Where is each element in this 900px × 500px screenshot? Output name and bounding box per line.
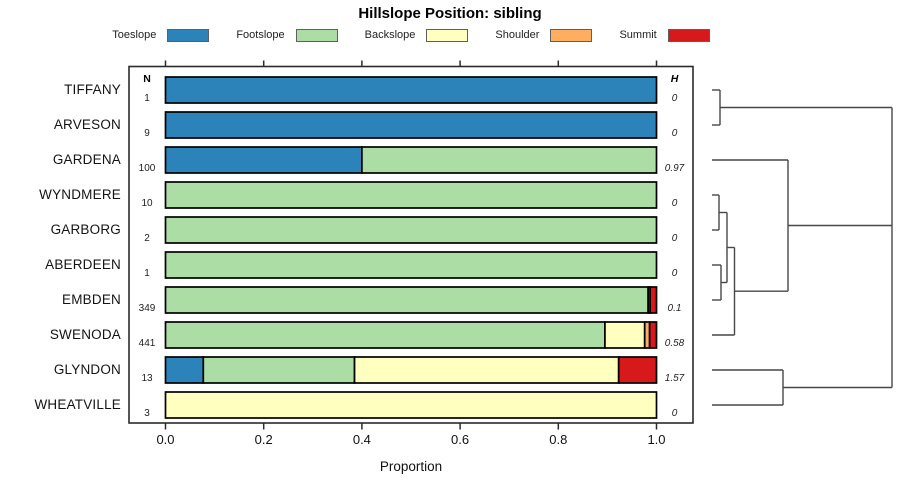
h-value: 0 xyxy=(671,128,678,139)
row-label-gardena: GARDENA xyxy=(52,152,121,167)
legend-swatch xyxy=(295,28,338,42)
bar-segment-summit xyxy=(648,321,658,349)
row-label-swenoda: SWENODA xyxy=(49,327,121,342)
h-value: 0 xyxy=(671,268,678,279)
bar-segment-backslope xyxy=(604,321,646,349)
bar-segment-footslope xyxy=(202,356,356,384)
row-label-wheatville: WHEATVILLE xyxy=(34,397,121,412)
x-axis-title: Proportion xyxy=(379,459,443,474)
h-value: 0.1 xyxy=(667,303,682,314)
bar-segment-footslope xyxy=(164,181,658,209)
n-value: 349 xyxy=(138,303,156,314)
h-value: 0 xyxy=(671,233,678,244)
legend-label: Footslope xyxy=(236,29,285,41)
legend-label: Toeslope xyxy=(112,29,157,41)
row-label-aberdeen: ABERDEEN xyxy=(45,257,121,272)
row-label-glyndon: GLYNDON xyxy=(53,362,121,377)
n-value: 1 xyxy=(144,93,150,104)
legend-label: Summit xyxy=(619,29,657,41)
n-value: 3 xyxy=(144,408,150,419)
legend-label: Shoulder xyxy=(495,29,540,41)
h-value: 0.58 xyxy=(664,338,685,349)
bar-segment-toeslope xyxy=(164,146,363,174)
n-value: 1 xyxy=(144,268,150,279)
bar-segment-backslope xyxy=(353,356,620,384)
x-tick-label: 0.0 xyxy=(156,432,175,447)
row-label-tiffany: TIFFANY xyxy=(64,82,121,97)
x-tick-label: 0.8 xyxy=(549,432,568,447)
n-value: 100 xyxy=(138,163,156,174)
plot-box xyxy=(128,65,694,424)
n-value: 2 xyxy=(144,233,150,244)
legend-swatch xyxy=(167,28,210,42)
bar-segment-footslope xyxy=(361,146,658,174)
row-label-embden: EMBDEN xyxy=(62,292,121,307)
bar-segment-footslope xyxy=(164,286,650,314)
row-label-wyndmere: WYNDMERE xyxy=(39,187,121,202)
h-value: 0 xyxy=(671,408,678,419)
legend-item-toeslope: Toeslope xyxy=(112,28,210,42)
row-label-garborg: GARBORG xyxy=(50,222,121,237)
h-value: 0 xyxy=(671,93,678,104)
h-value: 0 xyxy=(671,198,678,209)
bar-segment-footslope xyxy=(164,321,606,349)
legend-swatch xyxy=(426,28,469,42)
bar-segment-footslope xyxy=(164,251,658,279)
bar-segment-toeslope xyxy=(164,76,658,104)
legend-item-footslope: Footslope xyxy=(236,28,338,42)
x-tick-label: 0.6 xyxy=(451,432,470,447)
legend-item-summit: Summit xyxy=(619,28,710,42)
bar-segment-toeslope xyxy=(164,356,205,384)
n-value: 441 xyxy=(138,338,156,349)
x-tick-label: 0.2 xyxy=(254,432,273,447)
bar-segment-summit xyxy=(617,356,658,384)
h-value: 1.57 xyxy=(664,373,685,384)
bar-segment-summit xyxy=(649,286,658,314)
x-tick-label: 0.4 xyxy=(352,432,371,447)
legend-item-backslope: Backslope xyxy=(364,28,469,42)
row-label-arveson: ARVESON xyxy=(53,117,121,132)
bar-segment-toeslope xyxy=(164,111,658,139)
bar-segment-backslope xyxy=(164,391,658,419)
legend: Toeslope Footslope Backslope Shoulder Summit xyxy=(112,26,710,44)
chart-title: Hillslope Position: sibling xyxy=(358,5,542,22)
n-value: 9 xyxy=(144,128,150,139)
n-value: 13 xyxy=(141,373,153,384)
legend-swatch xyxy=(667,28,710,42)
n-column-header: N xyxy=(143,73,151,85)
legend-label: Backslope xyxy=(364,29,416,41)
h-value: 0.97 xyxy=(664,163,685,174)
x-tick-label: 1.0 xyxy=(647,432,666,447)
h-column-header: H xyxy=(670,73,679,85)
n-value: 10 xyxy=(141,198,153,209)
bar-segment-footslope xyxy=(164,216,658,244)
legend-item-shoulder: Shoulder xyxy=(495,28,593,42)
legend-swatch xyxy=(550,28,593,42)
